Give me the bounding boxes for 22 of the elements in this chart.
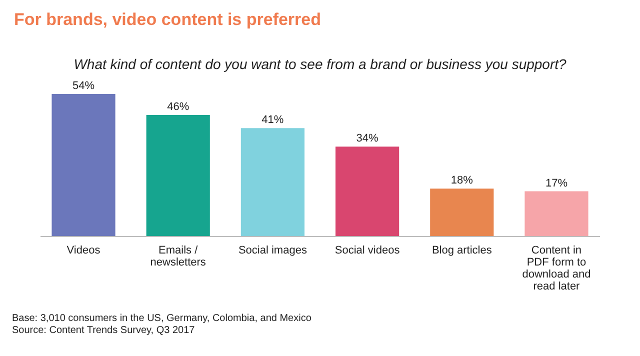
chart-subtitle: What kind of content do you want to see from a brand or business you support? <box>72 56 568 72</box>
bar <box>146 115 210 236</box>
data-label: 34% <box>356 132 379 145</box>
bar <box>524 191 588 236</box>
chart-title: For brands, video content is preferred <box>14 10 322 30</box>
x-tick-label: Content in PDF form to download and read later <box>522 244 591 292</box>
x-tick-label: Videos <box>66 244 101 256</box>
text: Base: 3,010 consumers in the US, Germany, Colombia, and Mexico <box>12 313 312 325</box>
data-label: 18% <box>450 174 474 187</box>
x-tick-label: Blog articles <box>432 244 492 256</box>
data-label: 17% <box>545 177 568 190</box>
x-tick-label: Social videos <box>334 244 400 256</box>
x-tick-label: Emails / newsletters <box>150 244 206 268</box>
bar <box>430 188 494 236</box>
bar <box>240 128 305 236</box>
x-tick-label: Social images <box>238 244 308 256</box>
source-note: Source: Content Trends Survey, Q3 2017 <box>12 325 196 337</box>
data-label: 41% <box>262 114 284 126</box>
bar <box>52 94 116 236</box>
data-label: 46% <box>167 101 190 114</box>
bar <box>335 146 400 236</box>
data-label: 54% <box>72 80 95 92</box>
